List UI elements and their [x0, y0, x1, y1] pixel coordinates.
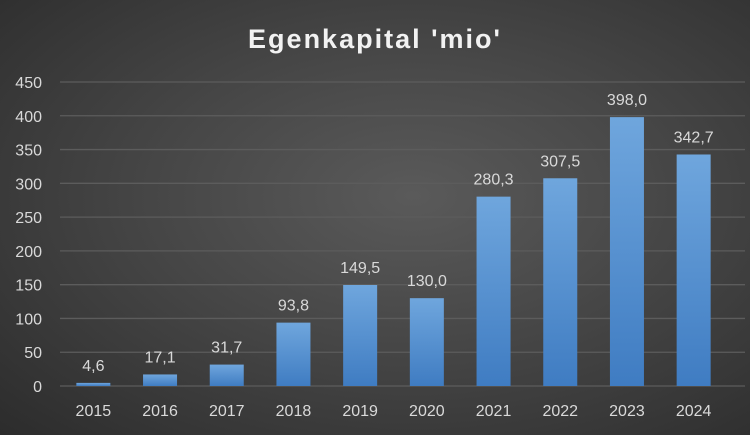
x-tick-label: 2018: [276, 403, 312, 420]
data-label: 17,1: [144, 349, 175, 366]
y-tick-label: 400: [15, 109, 42, 126]
bar-2016: [143, 374, 178, 386]
data-label: 4,6: [82, 358, 104, 375]
x-tick-label: 2019: [342, 403, 378, 420]
y-tick-label: 100: [15, 311, 42, 328]
data-label: 93,8: [278, 298, 309, 315]
y-tick-label: 300: [15, 176, 42, 193]
bar-2015: [76, 382, 111, 386]
x-tick-label: 2017: [209, 403, 245, 420]
data-label: 342,7: [674, 129, 714, 146]
x-tick-label: 2015: [76, 403, 112, 420]
data-label: 280,3: [474, 172, 514, 189]
data-label: 307,5: [540, 153, 580, 170]
data-label: 31,7: [211, 340, 242, 357]
y-tick-label: 450: [15, 75, 42, 92]
chart-title: Egenkapital 'mio': [248, 24, 502, 54]
bar-2020: [409, 298, 444, 386]
x-tick-label: 2021: [476, 403, 512, 420]
data-label: 149,5: [340, 260, 380, 277]
bar-2017: [209, 364, 244, 386]
x-tick-label: 2023: [609, 403, 645, 420]
y-tick-label: 200: [15, 244, 42, 261]
bar-2023: [609, 117, 644, 386]
x-tick-label: 2016: [142, 403, 178, 420]
bar-2019: [343, 285, 378, 386]
y-tick-label: 50: [24, 345, 42, 362]
x-tick-label: 2022: [542, 403, 578, 420]
bar-2022: [543, 178, 578, 386]
data-label: 130,0: [407, 273, 447, 290]
y-tick-label: 150: [15, 278, 42, 295]
x-tick-label: 2020: [409, 403, 445, 420]
bar-2021: [476, 196, 511, 386]
x-tick-label: 2024: [676, 403, 712, 420]
y-tick-label: 0: [33, 379, 42, 396]
bar-2018: [276, 322, 311, 386]
y-tick-label: 350: [15, 143, 42, 160]
data-label: 398,0: [607, 92, 647, 109]
bar-2024: [676, 154, 711, 386]
y-tick-label: 250: [15, 210, 42, 227]
